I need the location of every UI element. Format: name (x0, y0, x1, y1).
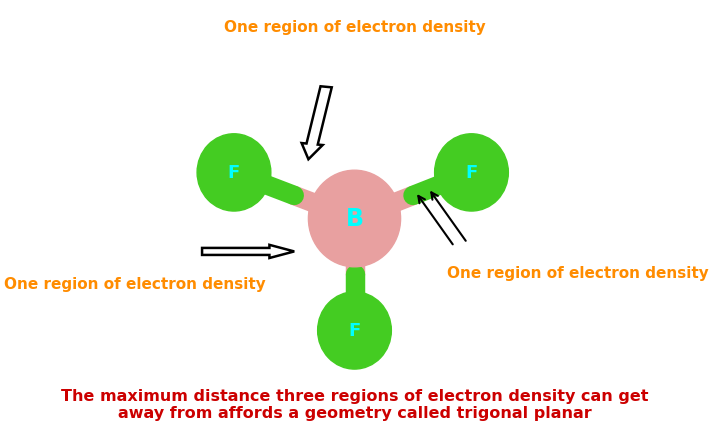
FancyArrow shape (202, 245, 294, 258)
Text: F: F (348, 321, 361, 340)
Text: One region of electron density: One region of electron density (447, 265, 708, 280)
Ellipse shape (435, 134, 508, 212)
Ellipse shape (197, 134, 271, 212)
Text: The maximum distance three regions of electron density can get
away from affords: The maximum distance three regions of el… (61, 388, 648, 420)
FancyArrow shape (301, 87, 332, 160)
Text: One region of electron density: One region of electron density (223, 20, 486, 35)
Text: F: F (228, 164, 240, 182)
Ellipse shape (318, 292, 391, 369)
Text: One region of electron density: One region of electron density (4, 276, 265, 291)
Ellipse shape (308, 171, 401, 267)
Text: F: F (465, 164, 478, 182)
Text: B: B (345, 207, 364, 231)
